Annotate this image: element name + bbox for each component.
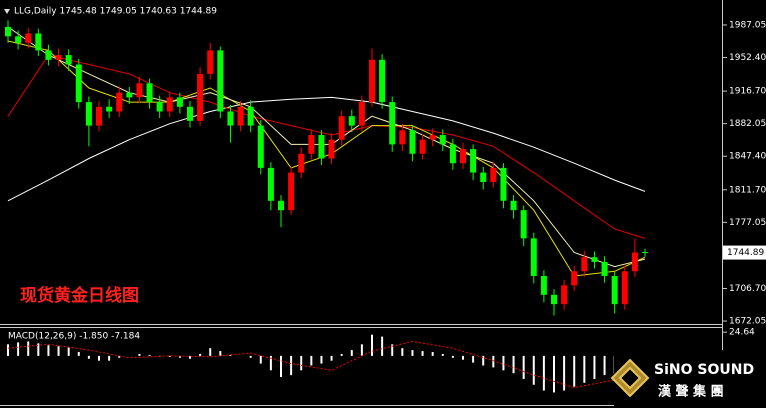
annotation: 现货黄金日线图 [20, 285, 139, 306]
candle-body [520, 210, 527, 239]
logo: SiNO SOUND 漢 聲 集 團 [610, 350, 766, 408]
candle-body [136, 83, 143, 98]
candle-body [156, 102, 163, 112]
candle-body [116, 92, 123, 112]
candle-body [510, 200, 517, 211]
current-price: 1744.89 [727, 248, 764, 258]
y-tick-label: 24.64 [729, 328, 755, 338]
y-tick-label: 1811.70 [729, 185, 766, 195]
logo-icon-inner [618, 366, 642, 390]
candle-body [581, 257, 588, 272]
candle-body [631, 252, 638, 272]
candle-body [409, 130, 416, 154]
y-tick-label: 1706.70 [729, 284, 766, 294]
candle-body [318, 134, 325, 159]
candle-body [470, 149, 477, 173]
candle-body [561, 285, 568, 305]
y-tick-label: 1777.05 [729, 218, 766, 228]
candle-body [257, 125, 264, 168]
candle-body [197, 73, 204, 121]
price-label-box [723, 245, 766, 260]
candle-body [571, 271, 578, 286]
candle-body [551, 294, 557, 305]
candle-body [429, 134, 436, 140]
candle-body [642, 252, 648, 254]
candle-body [358, 102, 365, 126]
candle-body [480, 172, 487, 182]
candle-body [176, 97, 183, 107]
candle-body [348, 116, 355, 126]
candle-body [35, 33, 42, 51]
candle-body [591, 257, 598, 262]
candle-body [399, 130, 406, 145]
candle-body [540, 275, 547, 295]
candle-body [601, 261, 608, 276]
line [7, 340, 646, 389]
candle-body [611, 275, 618, 305]
candle-body [65, 55, 72, 65]
candle-body [530, 238, 537, 276]
candle-body [369, 59, 375, 103]
y-tick-label: 1847.40 [729, 152, 766, 162]
y-tick-label: 1987.05 [729, 20, 766, 30]
macd-title: MACD(12,26,9) -1.850 -7.184 [8, 332, 140, 342]
candle-body [237, 106, 244, 126]
candle-body [449, 144, 456, 164]
candle-body [85, 102, 92, 126]
candle-body [278, 200, 284, 211]
main-title: LLG,Daily 1745.48 1749.05 1740.63 1744.8… [14, 7, 217, 17]
y-tick-label: 1952.40 [729, 53, 766, 63]
candle-body [75, 64, 82, 103]
candle-body [500, 167, 507, 201]
candle-body [288, 172, 295, 211]
candle-body [247, 106, 254, 126]
candle-body [166, 97, 173, 112]
candle-body [328, 139, 335, 159]
candle-body [439, 134, 446, 145]
candle-body [379, 59, 386, 103]
y-tick-label: 1882.05 [729, 119, 766, 129]
candle-body [126, 92, 133, 98]
candle-body [55, 55, 62, 60]
candle-body [460, 149, 466, 164]
candle-body [338, 116, 345, 140]
panel-icon [4, 9, 10, 14]
logo-sub: 漢 聲 集 團 [658, 384, 724, 400]
candle-body [106, 106, 113, 112]
candle-body [621, 271, 628, 305]
candle-body [267, 167, 274, 201]
y-tick-label: 1916.70 [729, 87, 766, 97]
candle-body [227, 111, 234, 126]
candle-body [15, 36, 22, 43]
candle-body [298, 153, 305, 173]
candle-body [25, 33, 32, 43]
candle-body [308, 134, 315, 154]
logo-brand: SiNO SOUND [654, 362, 754, 378]
candle-body [45, 50, 52, 60]
candle-body [389, 102, 396, 145]
y-tick-label: 1672.05 [729, 317, 766, 327]
candle-body [146, 83, 153, 103]
line [7, 96, 646, 202]
candle-body [187, 106, 193, 121]
candle-body [5, 26, 11, 37]
candle-body [207, 50, 214, 74]
candle-body [217, 50, 224, 112]
candle-body [490, 167, 497, 182]
candle-body [419, 139, 426, 154]
candle-body [96, 106, 102, 126]
